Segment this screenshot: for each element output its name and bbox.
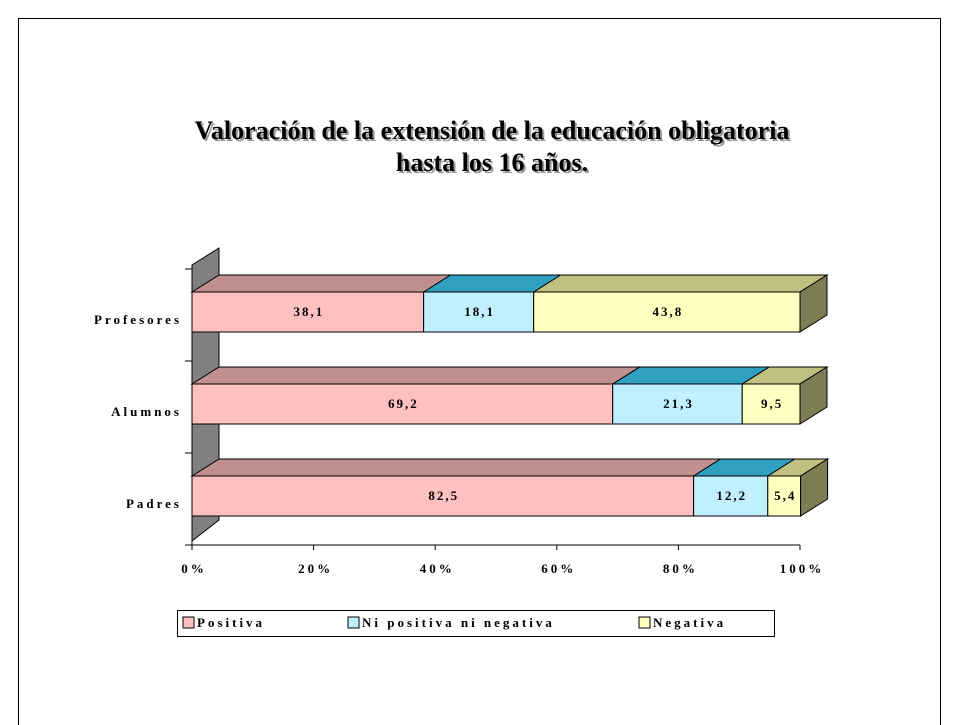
category-ticks — [185, 268, 192, 546]
bar-side — [800, 458, 829, 517]
bar-top — [190, 458, 723, 477]
x-tick-label: 0% — [181, 561, 207, 576]
bar — [741, 383, 801, 425]
data-label: 82,5 — [428, 488, 459, 503]
legend-label: Ni positiva ni negativa — [362, 615, 555, 630]
bar-side — [799, 274, 828, 333]
bar — [191, 475, 695, 517]
legend — [177, 610, 775, 637]
legend-swatch — [182, 616, 195, 629]
data-label: 38,1 — [293, 304, 324, 319]
bar-top — [190, 274, 453, 293]
y-tick-label: Profesores — [94, 312, 182, 327]
x-tick-label: 60% — [541, 561, 576, 576]
legend-label: Positiva — [197, 615, 265, 630]
data-label: 9,5 — [761, 396, 783, 411]
x-tick-label: 20% — [298, 561, 333, 576]
bar-top — [531, 274, 829, 293]
bar — [191, 291, 425, 333]
legend-swatch — [638, 616, 651, 629]
y-tick-label: Padres — [126, 496, 182, 511]
y-tick-label: Alumnos — [111, 404, 182, 419]
bar — [693, 475, 769, 517]
data-label: 5,4 — [774, 488, 796, 503]
x-tick-label: 80% — [663, 561, 698, 576]
bar-side — [799, 366, 828, 425]
legend-label: Negativa — [653, 615, 726, 630]
data-label: 21,3 — [663, 396, 694, 411]
legend-swatch — [347, 616, 360, 629]
x-tick-label: 100% — [780, 561, 825, 576]
x-tick-label: 40% — [420, 561, 455, 576]
bar — [612, 383, 743, 425]
bar-top — [190, 366, 642, 385]
data-label: 12,2 — [716, 488, 747, 503]
chart-subtitle: hasta los 16 años. — [396, 148, 588, 177]
data-label: 18,1 — [464, 304, 495, 319]
chart-title: Valoración de la extensión de la educaci… — [195, 116, 790, 145]
data-label: 43,8 — [652, 304, 683, 319]
data-label: 69,2 — [388, 396, 419, 411]
